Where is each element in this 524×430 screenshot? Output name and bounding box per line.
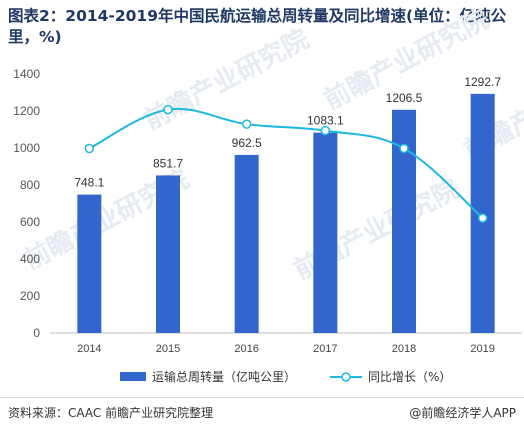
- x-tick-label: 2016: [234, 343, 258, 355]
- bar-value-label: 1083.1: [307, 114, 344, 128]
- x-axis: 2014 2015 2016 2017 2018 2019: [77, 343, 495, 355]
- bar-value-label: 748.1: [74, 176, 104, 190]
- y-tick-label: 600: [20, 215, 40, 229]
- bar-value-label: 851.7: [153, 156, 183, 170]
- bar: [234, 154, 259, 333]
- growth-point: [320, 125, 331, 136]
- legend-line-label: 同比增长（%）: [368, 370, 451, 384]
- y-tick-label: 1200: [13, 104, 40, 118]
- bar-labels: 748.1 851.7 962.5 1083.1 1206.5 1292.7: [74, 75, 501, 190]
- y-tick-label: 1000: [13, 141, 40, 155]
- bar: [77, 194, 102, 333]
- y-tick-label: 400: [20, 252, 40, 266]
- legend-line-marker: [341, 372, 351, 382]
- growth-point: [241, 119, 252, 129]
- brand-text: @前瞻经济学人APP: [409, 406, 516, 420]
- growth-point: [399, 143, 409, 154]
- y-axis: 0 200 400 600 800 1000 1200 1400: [13, 67, 40, 340]
- y-tick-label: 800: [20, 178, 40, 192]
- bar-value-label: 1292.7: [464, 75, 501, 89]
- growth-point: [163, 104, 173, 115]
- bar-value-label: 1206.5: [386, 91, 423, 105]
- footer-divider: [0, 397, 524, 398]
- legend-bar-swatch: [120, 372, 146, 381]
- y-tick-label: 1400: [13, 67, 40, 81]
- bar: [313, 132, 338, 333]
- legend: 运输总周转量（亿吨公里） 同比增长（%）: [120, 369, 451, 384]
- x-tick-label: 2018: [392, 343, 416, 355]
- chart-title: 图表2：2014-2019年中国民航运输总周转量及同比增速(单位：亿吨公里，%): [8, 7, 507, 46]
- bar-value-label: 962.5: [232, 136, 262, 150]
- y-tick-label: 0: [33, 326, 40, 340]
- growth-line-path: [88, 107, 484, 219]
- growth-point: [477, 213, 488, 223]
- source-text: 资料来源：CAAC 前瞻产业研究院整理: [8, 406, 214, 420]
- growth-line: [84, 104, 488, 223]
- x-tick-label: 2014: [77, 343, 101, 355]
- legend-bar-label: 运输总周转量（亿吨公里）: [152, 369, 296, 384]
- x-tick-label: 2019: [470, 343, 494, 355]
- bars: [77, 93, 495, 334]
- growth-point: [84, 143, 95, 154]
- bar: [156, 175, 180, 333]
- y-tick-label: 200: [20, 289, 40, 303]
- x-tick-label: 2017: [313, 343, 337, 355]
- x-tick-label: 2015: [156, 343, 180, 355]
